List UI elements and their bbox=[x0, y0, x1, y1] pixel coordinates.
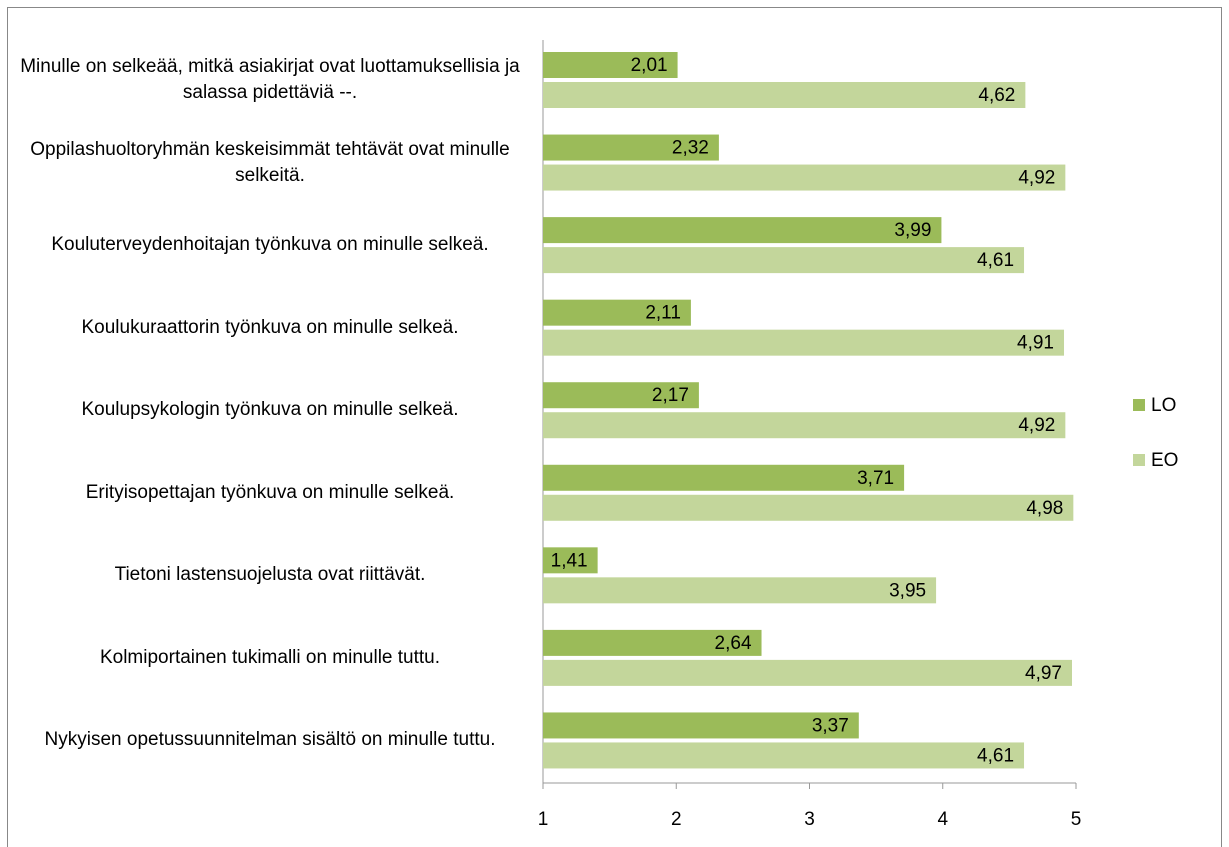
bar bbox=[543, 494, 1074, 521]
x-tick-label: 3 bbox=[804, 809, 815, 830]
value-label: 4,61 bbox=[977, 745, 1014, 766]
bar bbox=[543, 52, 678, 78]
frame bbox=[7, 7, 1222, 847]
category-label: Erityisopettajan työnkuva on minulle sel… bbox=[85, 481, 455, 503]
x-tick-label: 5 bbox=[1071, 809, 1082, 830]
value-label: 4,97 bbox=[1025, 663, 1062, 684]
value-label: 2,01 bbox=[631, 55, 668, 76]
value-label: 3,95 bbox=[889, 580, 926, 601]
legend-swatch bbox=[1133, 454, 1145, 466]
x-tick-label: 4 bbox=[937, 809, 948, 830]
value-label: 3,71 bbox=[857, 468, 894, 489]
value-label: 4,92 bbox=[1018, 168, 1055, 189]
bar bbox=[543, 247, 1025, 274]
bar bbox=[543, 164, 1066, 191]
bar bbox=[543, 547, 598, 574]
category-label: Tietoni lastensuojelusta ovat riittävät. bbox=[114, 564, 426, 586]
value-label: 3,99 bbox=[894, 220, 931, 241]
bar bbox=[543, 217, 942, 244]
value-label: 2,32 bbox=[672, 138, 709, 159]
bar bbox=[543, 382, 699, 409]
value-label: 2,11 bbox=[645, 303, 681, 324]
value-label: 4,98 bbox=[1026, 498, 1063, 519]
bar bbox=[543, 659, 1073, 686]
value-label: 1,41 bbox=[551, 550, 588, 571]
category-label: Oppilashuoltoryhmän keskeisimmät tehtävä… bbox=[30, 138, 510, 186]
category-label: Minulle on selkeää, mitkä asiakirjat ova… bbox=[20, 56, 520, 103]
legend-swatch bbox=[1133, 399, 1145, 411]
bar bbox=[543, 742, 1025, 769]
category-label: Koulupsykologin työnkuva on minulle selk… bbox=[81, 399, 459, 421]
value-label: 4,91 bbox=[1017, 333, 1054, 354]
category-label: Nykyisen opetussuunnitelman sisältö on m… bbox=[44, 729, 496, 751]
bar bbox=[543, 629, 762, 656]
value-label: 3,37 bbox=[812, 715, 849, 736]
value-label: 2,64 bbox=[715, 633, 752, 654]
bar bbox=[543, 412, 1066, 439]
category-label: Koulukuraattorin työnkuva on minulle sel… bbox=[81, 316, 459, 338]
bar bbox=[543, 464, 905, 491]
x-tick-label: 1 bbox=[538, 809, 549, 830]
bar bbox=[543, 712, 859, 739]
bar bbox=[543, 82, 1026, 108]
x-tick-label: 2 bbox=[671, 809, 682, 830]
legend-label: LO bbox=[1151, 395, 1176, 416]
category-label: Kouluterveydenhoitajan työnkuva on minul… bbox=[51, 234, 489, 256]
value-label: 4,62 bbox=[978, 85, 1015, 106]
bar bbox=[543, 299, 691, 326]
bar bbox=[543, 134, 719, 161]
bar bbox=[543, 577, 937, 604]
value-label: 2,17 bbox=[652, 385, 689, 406]
bar bbox=[543, 329, 1065, 356]
category-label: Kolmiportainen tukimalli on minulle tutt… bbox=[99, 646, 441, 668]
value-label: 4,92 bbox=[1018, 415, 1055, 436]
value-label: 4,61 bbox=[977, 250, 1014, 271]
legend-label: EO bbox=[1151, 450, 1178, 471]
